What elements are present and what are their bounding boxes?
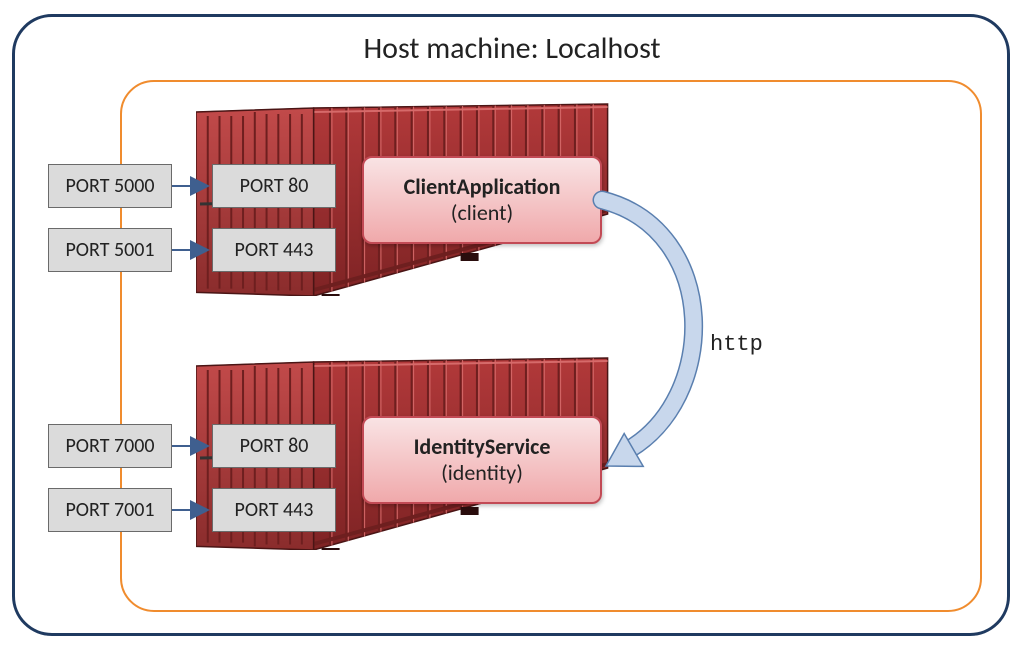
diagram-canvas: Host machine: Localhost PORT 5000 PORT 50…	[0, 0, 1024, 650]
service-box: ClientApplication(client)	[362, 156, 602, 244]
container-port-box: PORT 443	[212, 488, 336, 532]
service-alias: (client)	[451, 200, 513, 226]
http-protocol-label: http	[710, 332, 763, 357]
service-name: IdentityService	[414, 434, 551, 460]
container-port-box: PORT 443	[212, 228, 336, 272]
host-port-box: PORT 7000	[48, 424, 172, 468]
service-alias: (identity)	[441, 460, 523, 486]
service-box: IdentityService(identity)	[362, 416, 602, 504]
host-port-box: PORT 5000	[48, 164, 172, 208]
host-port-box: PORT 7001	[48, 488, 172, 532]
diagram-title: Host machine: Localhost	[0, 30, 1024, 67]
container-port-box: PORT 80	[212, 164, 336, 208]
service-name: ClientApplication	[404, 174, 561, 200]
host-port-box: PORT 5001	[48, 228, 172, 272]
container-port-box: PORT 80	[212, 424, 336, 468]
